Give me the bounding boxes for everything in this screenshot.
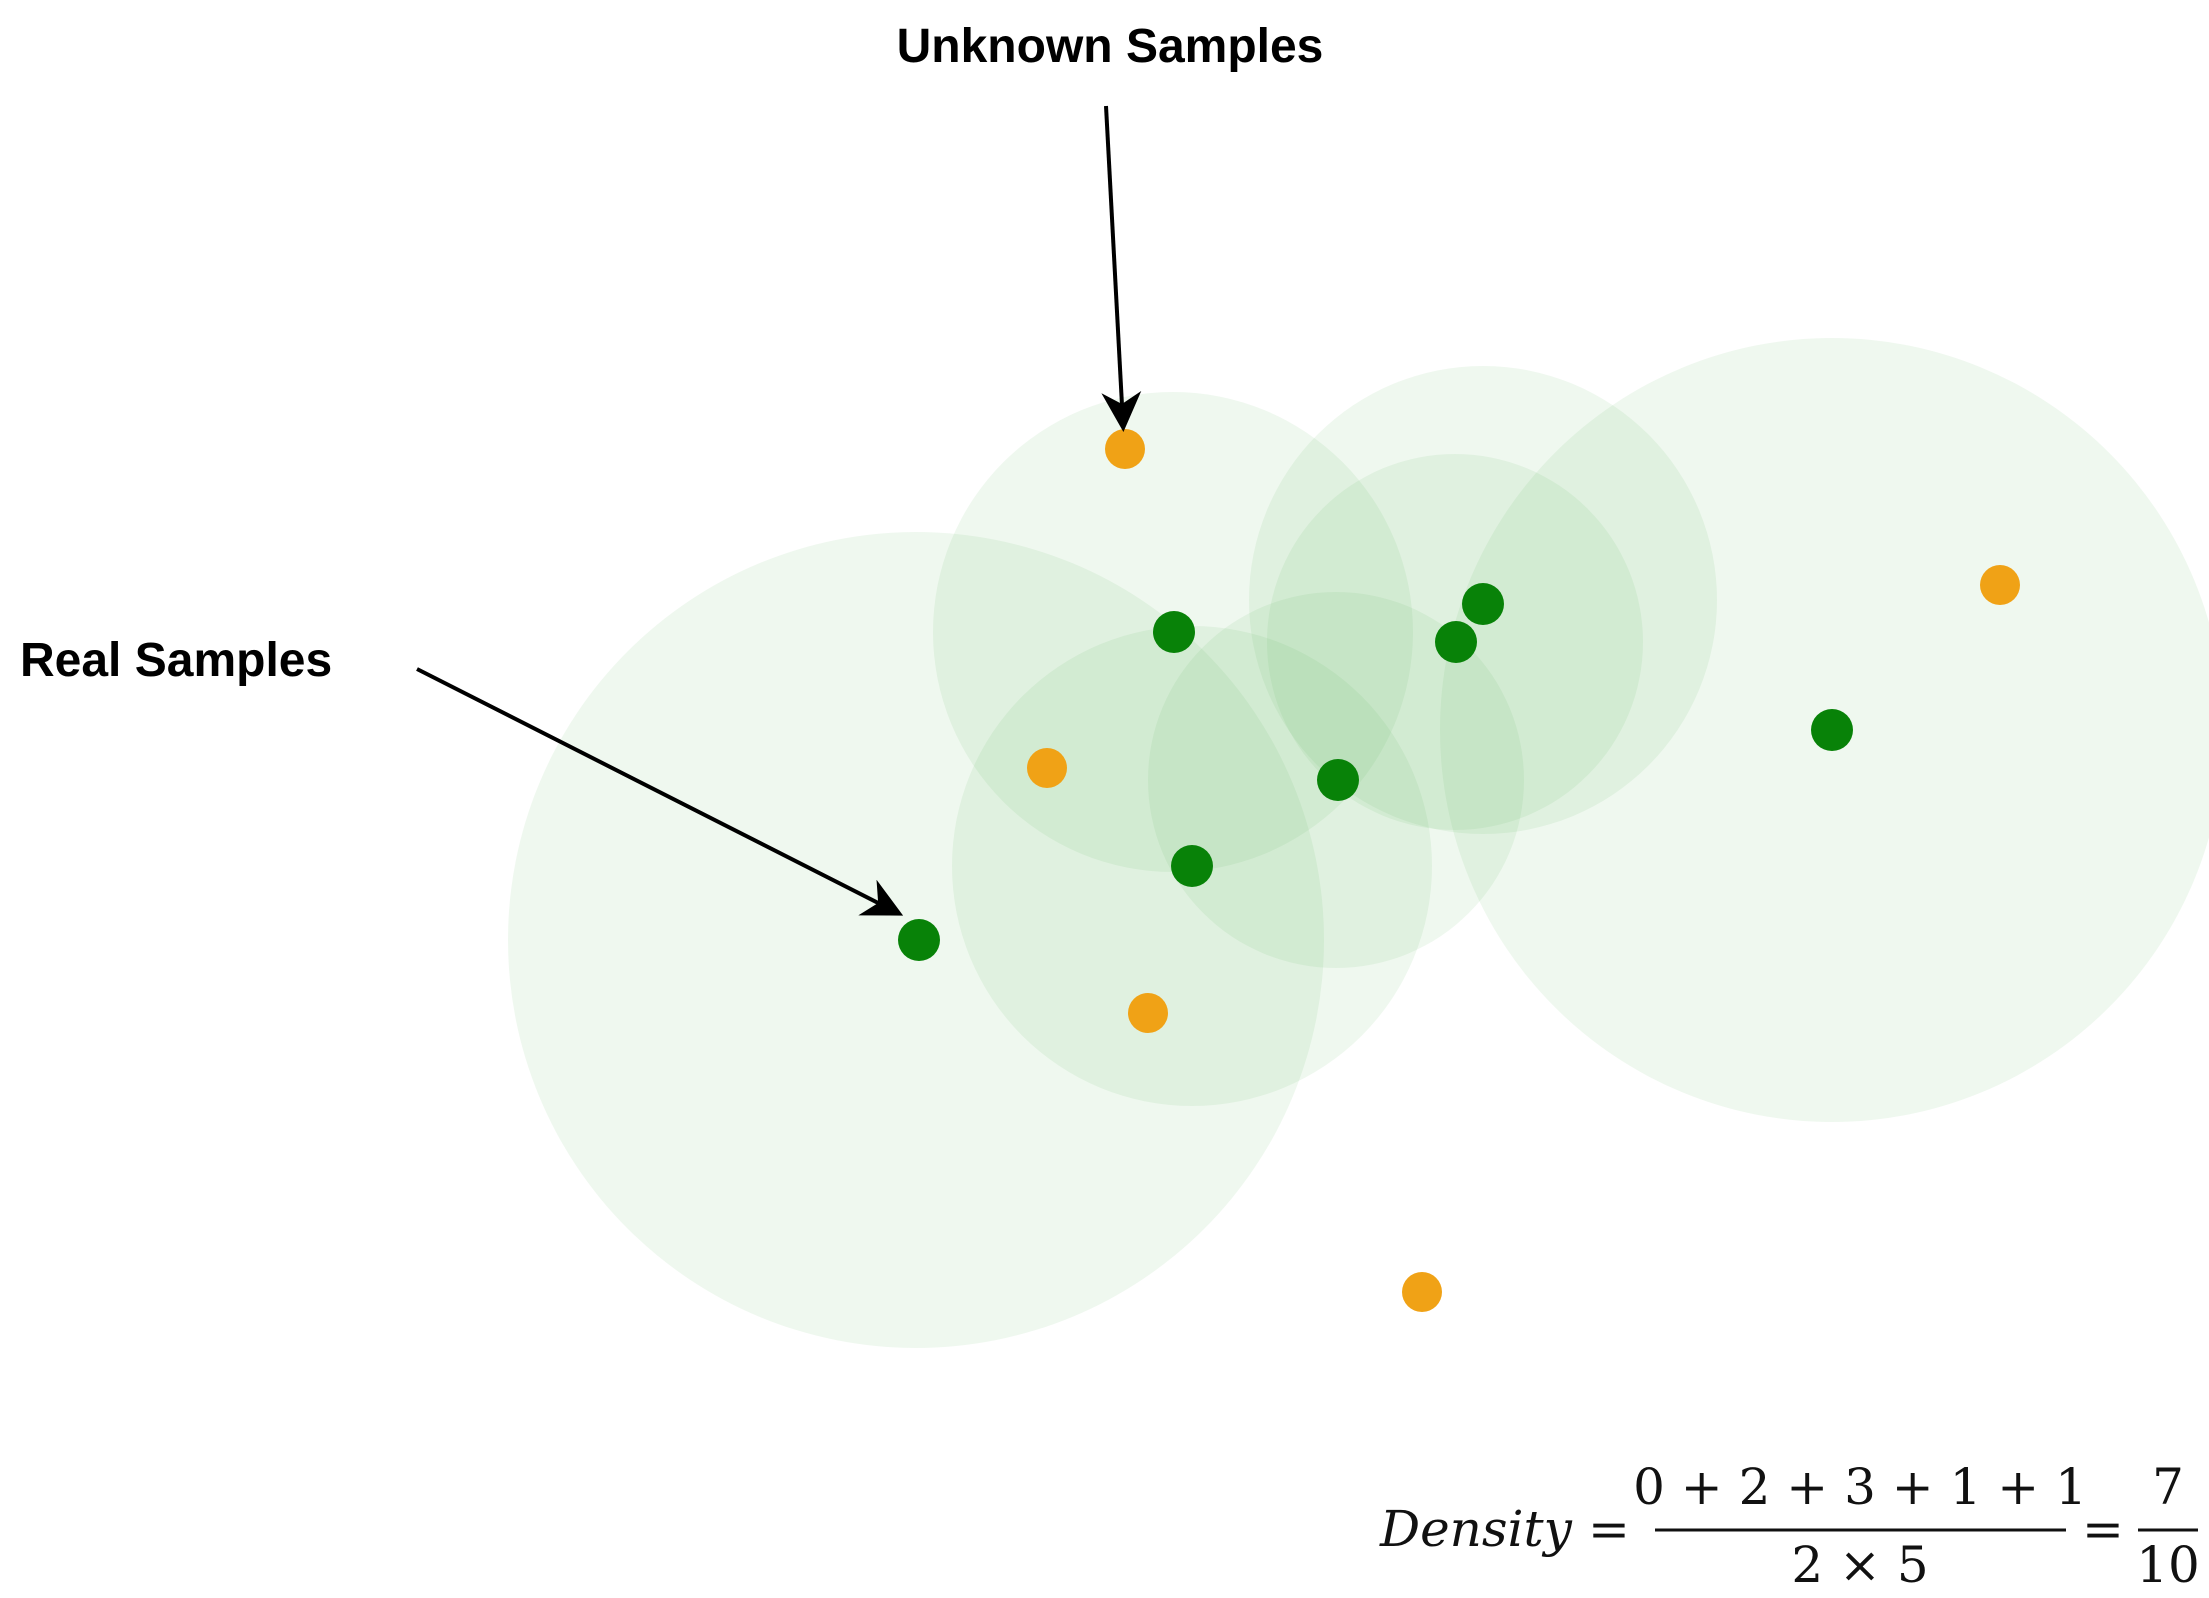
real-sample-point	[1811, 709, 1853, 751]
real-sample-point	[1317, 759, 1359, 801]
unknown-samples	[1027, 429, 2020, 1312]
formula-equals-2: =	[2082, 1500, 2124, 1558]
formula-lhs: Density	[1379, 1500, 1573, 1558]
real-sample-point	[1153, 611, 1195, 653]
real-sample-point	[1435, 621, 1477, 663]
formula-result-numerator: 7	[2152, 1458, 2184, 1516]
unknown-sample-point	[1980, 565, 2020, 605]
unknown-samples-arrow	[1101, 105, 1142, 432]
formula-result-denominator: 10	[2136, 1536, 2200, 1594]
real-samples-label: Real Samples	[20, 634, 332, 687]
real-samples-arrow	[416, 667, 904, 916]
real-sample-point	[1171, 845, 1213, 887]
real-sample-point	[1462, 583, 1504, 625]
formula-equals: =	[1588, 1500, 1630, 1558]
formula-numerator: 0 + 2 + 3 + 1 + 1	[1633, 1458, 2087, 1516]
unknown-samples-label: Unknown Samples	[897, 20, 1324, 73]
density-formula: Density = 0 + 2 + 3 + 1 + 1 2 × 5 = 7 10	[1379, 1458, 2200, 1594]
unknown-sample-point	[1402, 1272, 1442, 1312]
unknown-sample-point	[1105, 429, 1145, 469]
real-samples	[898, 583, 1853, 961]
unknown-sample-point	[1128, 993, 1168, 1033]
real-sample-point	[898, 919, 940, 961]
unknown-sample-point	[1027, 748, 1067, 788]
formula-denominator: 2 × 5	[1791, 1536, 1928, 1594]
